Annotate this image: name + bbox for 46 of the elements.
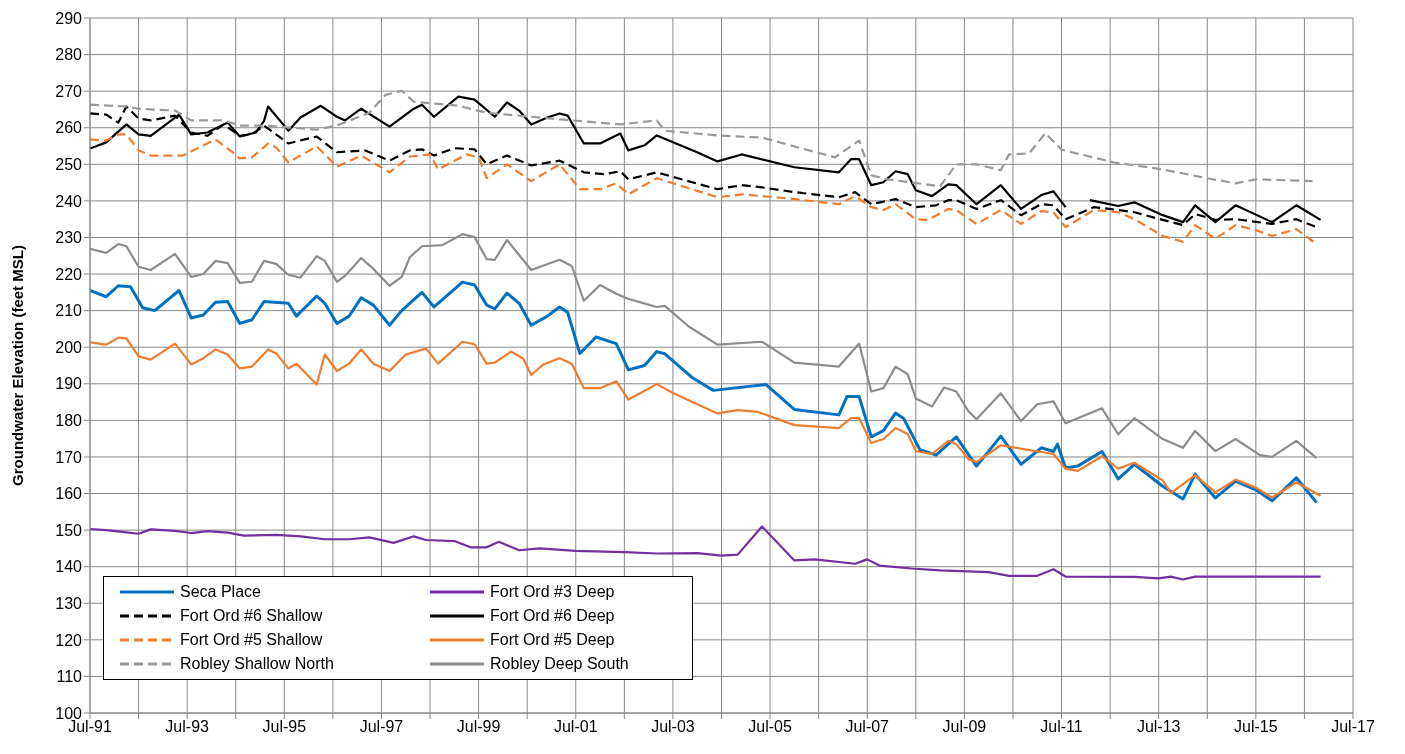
y-tick-label: 230 [55,229,83,247]
y-tick-label: 170 [55,448,83,466]
y-tick-label: 120 [55,631,83,649]
y-tick-label: 280 [55,46,83,64]
x-tick-label: Jul-17 [1331,718,1375,736]
legend-label: Fort Ord #6 Shallow [180,607,323,625]
y-tick-label: 270 [55,82,83,100]
x-tick-label: Jul-09 [942,718,987,736]
x-tick-label: Jul-93 [165,718,210,736]
x-tick-label: Jul-01 [553,718,598,736]
x-tick-label: Jul-11 [1040,718,1083,736]
line-series [90,280,1319,505]
y-tick-label: 110 [56,668,83,686]
legend-label: Fort Ord #5 Deep [490,631,615,649]
line-series [90,89,1314,188]
x-tick-label: Jul-95 [262,718,307,736]
y-tick-label: 290 [55,9,83,27]
y-tick-label: 200 [55,338,83,356]
y-tick-label: 140 [55,558,83,576]
legend-label: Robley Shallow North [180,655,334,673]
y-tick-label: 160 [55,485,83,503]
legend-label: Fort Ord #3 Deep [490,583,615,601]
legend-label: Robley Deep South [490,655,629,673]
y-tick-label: 210 [55,302,83,320]
line-series [90,336,1322,499]
y-tick-label: 250 [55,156,83,173]
x-tick-label: Jul-99 [456,718,501,736]
y-tick-label: 220 [55,265,83,283]
y-tick-label: 150 [55,521,83,539]
legend-label: Seca Place [180,583,261,601]
x-tick-label: Jul-15 [1234,718,1278,736]
x-tick-label: Jul-07 [845,718,890,736]
y-tick-label: 180 [55,412,83,430]
x-tick-label: Jul-03 [651,718,695,736]
y-tick-label: 240 [55,192,83,210]
y-tick-label: 260 [55,119,83,137]
legend-label: Fort Ord #5 Shallow [180,631,323,649]
x-tick-label: Jul-13 [1136,718,1181,736]
y-tick-label: 190 [55,375,83,393]
x-tick-label: Jul-91 [68,718,112,736]
y-tick-label: 130 [55,594,83,612]
x-tick-label: Jul-97 [359,718,404,736]
line-series [90,525,1322,581]
x-tick-label: Jul-05 [748,718,792,736]
legend-label: Fort Ord #6 Deep [490,607,615,625]
y-axis-title: Groundwater Elevation (feet MSL) [9,245,27,486]
